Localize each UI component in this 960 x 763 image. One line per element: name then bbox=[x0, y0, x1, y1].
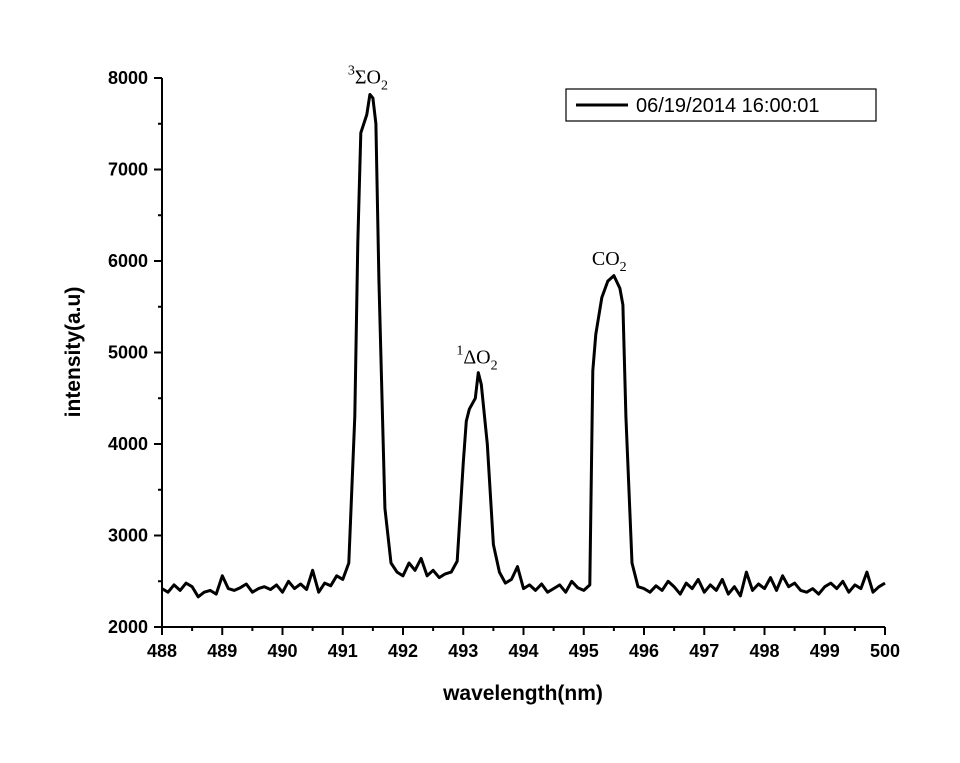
peak-annotation: CO2 bbox=[592, 248, 627, 275]
y-tick-label: 4000 bbox=[108, 434, 148, 454]
x-axis-title: wavelength(nm) bbox=[442, 682, 603, 705]
x-tick-label: 488 bbox=[147, 641, 177, 661]
x-tick-label: 500 bbox=[870, 641, 900, 661]
x-tick-label: 499 bbox=[810, 641, 840, 661]
peak-annotation: 3ΣO2 bbox=[348, 64, 388, 94]
x-tick-label: 494 bbox=[508, 641, 538, 661]
spectrum-series-line bbox=[161, 93, 886, 599]
x-tick-label: 492 bbox=[388, 641, 418, 661]
y-tick-label: 2000 bbox=[108, 617, 148, 637]
y-tick-label: 7000 bbox=[108, 160, 148, 180]
y-axis-title: intensity(a.u) bbox=[62, 287, 85, 418]
x-tick-label: 497 bbox=[689, 641, 719, 661]
x-axis: 488 489 490 491 492 493 494 495 496 497 498 499 500 bbox=[147, 627, 900, 661]
y-tick-label: 8000 bbox=[108, 68, 148, 88]
x-tick-label: 496 bbox=[629, 641, 659, 661]
legend-label: 06/19/2014 16:00:01 bbox=[636, 95, 820, 117]
x-tick-label: 493 bbox=[448, 641, 478, 661]
y-tick-label: 6000 bbox=[108, 251, 148, 271]
x-tick-label: 490 bbox=[267, 641, 297, 661]
peak-annotations: 3ΣO2 1ΔO2 CO2 bbox=[348, 64, 627, 374]
x-tick-label: 491 bbox=[328, 641, 358, 661]
x-tick-label: 495 bbox=[569, 641, 599, 661]
legend: 06/19/2014 16:00:01 bbox=[565, 88, 877, 122]
x-tick-label: 489 bbox=[207, 641, 237, 661]
y-tick-label: 3000 bbox=[108, 526, 148, 546]
y-tick-label: 5000 bbox=[108, 343, 148, 363]
peak-annotation: 1ΔO2 bbox=[456, 344, 497, 374]
y-axis: 2000 3000 4000 5000 6000 7000 8000 bbox=[108, 68, 162, 637]
plot-frame bbox=[161, 78, 885, 628]
x-tick-label: 498 bbox=[749, 641, 779, 661]
